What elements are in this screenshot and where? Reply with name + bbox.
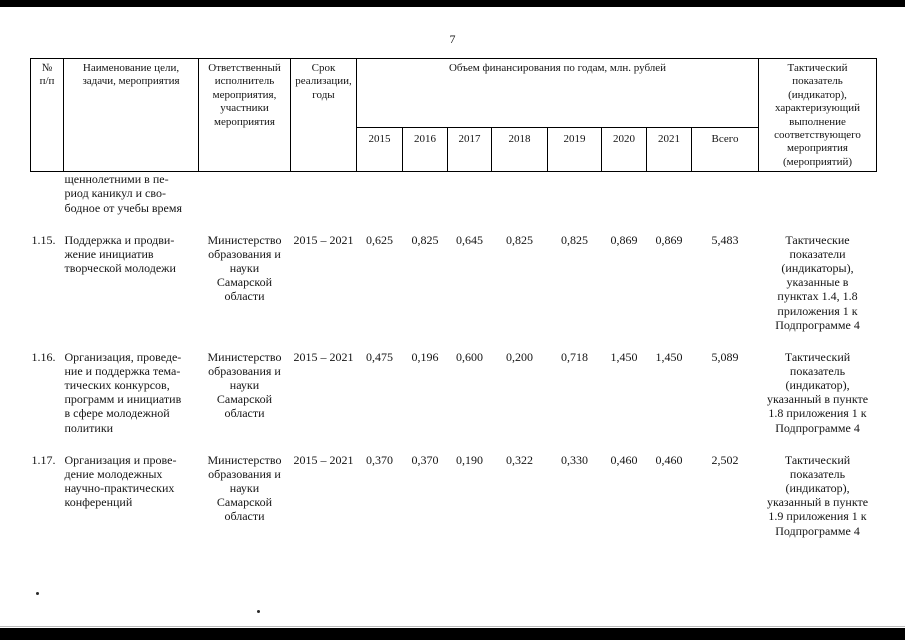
table-row-1-17: 1.17. Организация и прове- дение молодеж…	[31, 453, 877, 556]
scan-edge-top	[0, 0, 905, 7]
value-2020: 0,460	[610, 452, 638, 467]
value-2017: 0,190	[456, 452, 483, 467]
value-2017: 0,600	[456, 349, 483, 364]
value-total: 5,483	[711, 232, 739, 247]
value-2020: 1,450	[610, 349, 638, 364]
header-indicator: Тактический показатель (индикатор), хара…	[758, 57, 878, 173]
term	[291, 172, 357, 233]
value-2016: 0,370	[411, 452, 439, 467]
header-term: Срок реализации, годы	[290, 57, 357, 173]
scan-edge-bottom	[0, 628, 905, 640]
row-number	[31, 172, 64, 233]
value-2021: 0,460	[655, 452, 683, 467]
value-total	[692, 172, 759, 233]
value-2018: 0,322	[506, 452, 533, 467]
value-2018: 0,200	[506, 349, 533, 364]
value-2021: 1,450	[655, 349, 683, 364]
row-number: 1.16.	[31, 349, 56, 364]
value-total: 2,502	[711, 452, 739, 467]
value-2018	[492, 172, 548, 233]
header-year-2020: 2020	[601, 127, 647, 173]
financing-table: № п/п Наименование цели, задачи, меропри…	[30, 57, 878, 556]
value-2019: 0,330	[561, 452, 588, 467]
row-number: 1.15.	[31, 232, 56, 247]
page-number: 7	[449, 32, 456, 46]
header-year-2017: 2017	[447, 127, 492, 173]
executor: Министерство образования и науки Самарск…	[207, 452, 282, 524]
header-year-2015: 2015	[356, 127, 403, 173]
header-financing: Объем финансирования по годам, млн. рубл…	[355, 57, 760, 129]
header-total: Всего	[690, 127, 760, 173]
term: 2015 – 2021	[293, 452, 354, 467]
indicator: Тактический показатель (индикатор), указ…	[766, 452, 869, 538]
value-2018: 0,825	[506, 232, 533, 247]
table-body: щеннолетними в пе- риод каникул и сво- б…	[31, 172, 877, 556]
activity-name: щеннолетними в пе- риод каникул и сво- б…	[64, 172, 182, 215]
row-number: 1.17.	[31, 452, 56, 467]
scan-speckle	[36, 592, 39, 595]
header-year-2016: 2016	[402, 127, 448, 173]
value-2019	[548, 172, 602, 233]
value-2015: 0,370	[366, 452, 393, 467]
value-2019: 0,825	[561, 232, 588, 247]
table-row-1-15: 1.15. Поддержка и продви- жение инициати…	[31, 233, 877, 350]
value-2021	[647, 172, 692, 233]
header-executor: Ответственный исполнитель мероприятия, у…	[198, 57, 291, 173]
table-row-1-16: 1.16. Организация, проведе- ние и поддер…	[31, 350, 877, 453]
header-row-main: № п/п Наименование цели, задачи, меропри…	[30, 57, 878, 173]
header-row-years: 2015 2016 2017 2018 2019 2020 2021 Всего	[31, 127, 877, 173]
value-2015: 0,475	[366, 349, 393, 364]
header-year-2021: 2021	[646, 127, 692, 173]
executor: Министерство образования и науки Самарск…	[207, 232, 282, 304]
value-2016: 0,196	[411, 349, 439, 364]
header-num: № п/п	[30, 57, 64, 173]
header-activity-name: Наименование цели, задачи, мероприятия	[63, 57, 199, 173]
header-year-2019: 2019	[547, 127, 602, 173]
term: 2015 – 2021	[293, 232, 354, 247]
activity-name: Организация, проведе- ние и поддержка те…	[64, 349, 182, 435]
value-2015: 0,625	[366, 232, 393, 247]
value-2021: 0,869	[655, 232, 683, 247]
indicator: Тактический показатель (индикатор), указ…	[766, 349, 869, 435]
executor: Министерство образования и науки Самарск…	[207, 349, 282, 421]
value-2016	[403, 172, 448, 233]
value-2017	[448, 172, 492, 233]
indicator	[759, 172, 877, 233]
term: 2015 – 2021	[293, 349, 354, 364]
value-2020: 0,869	[610, 232, 638, 247]
executor	[199, 172, 291, 233]
value-2020	[602, 172, 647, 233]
indicator: Тактические показатели (индикаторы), ука…	[775, 232, 860, 332]
activity-name: Организация и прове- дение молодежных на…	[64, 452, 177, 510]
scan-speckle	[257, 610, 260, 613]
value-2015	[357, 172, 403, 233]
table-header: № п/п Наименование цели, задачи, меропри…	[30, 57, 878, 173]
header-year-2018: 2018	[491, 127, 548, 173]
value-2017: 0,645	[456, 232, 483, 247]
activity-name: Поддержка и продви- жение инициатив твор…	[64, 232, 176, 276]
table-row-continuation: щеннолетними в пе- риод каникул и сво- б…	[31, 172, 877, 233]
scan-edge-bottom-line	[0, 626, 905, 627]
value-2016: 0,825	[411, 232, 439, 247]
value-2019: 0,718	[561, 349, 588, 364]
value-total: 5,089	[711, 349, 739, 364]
